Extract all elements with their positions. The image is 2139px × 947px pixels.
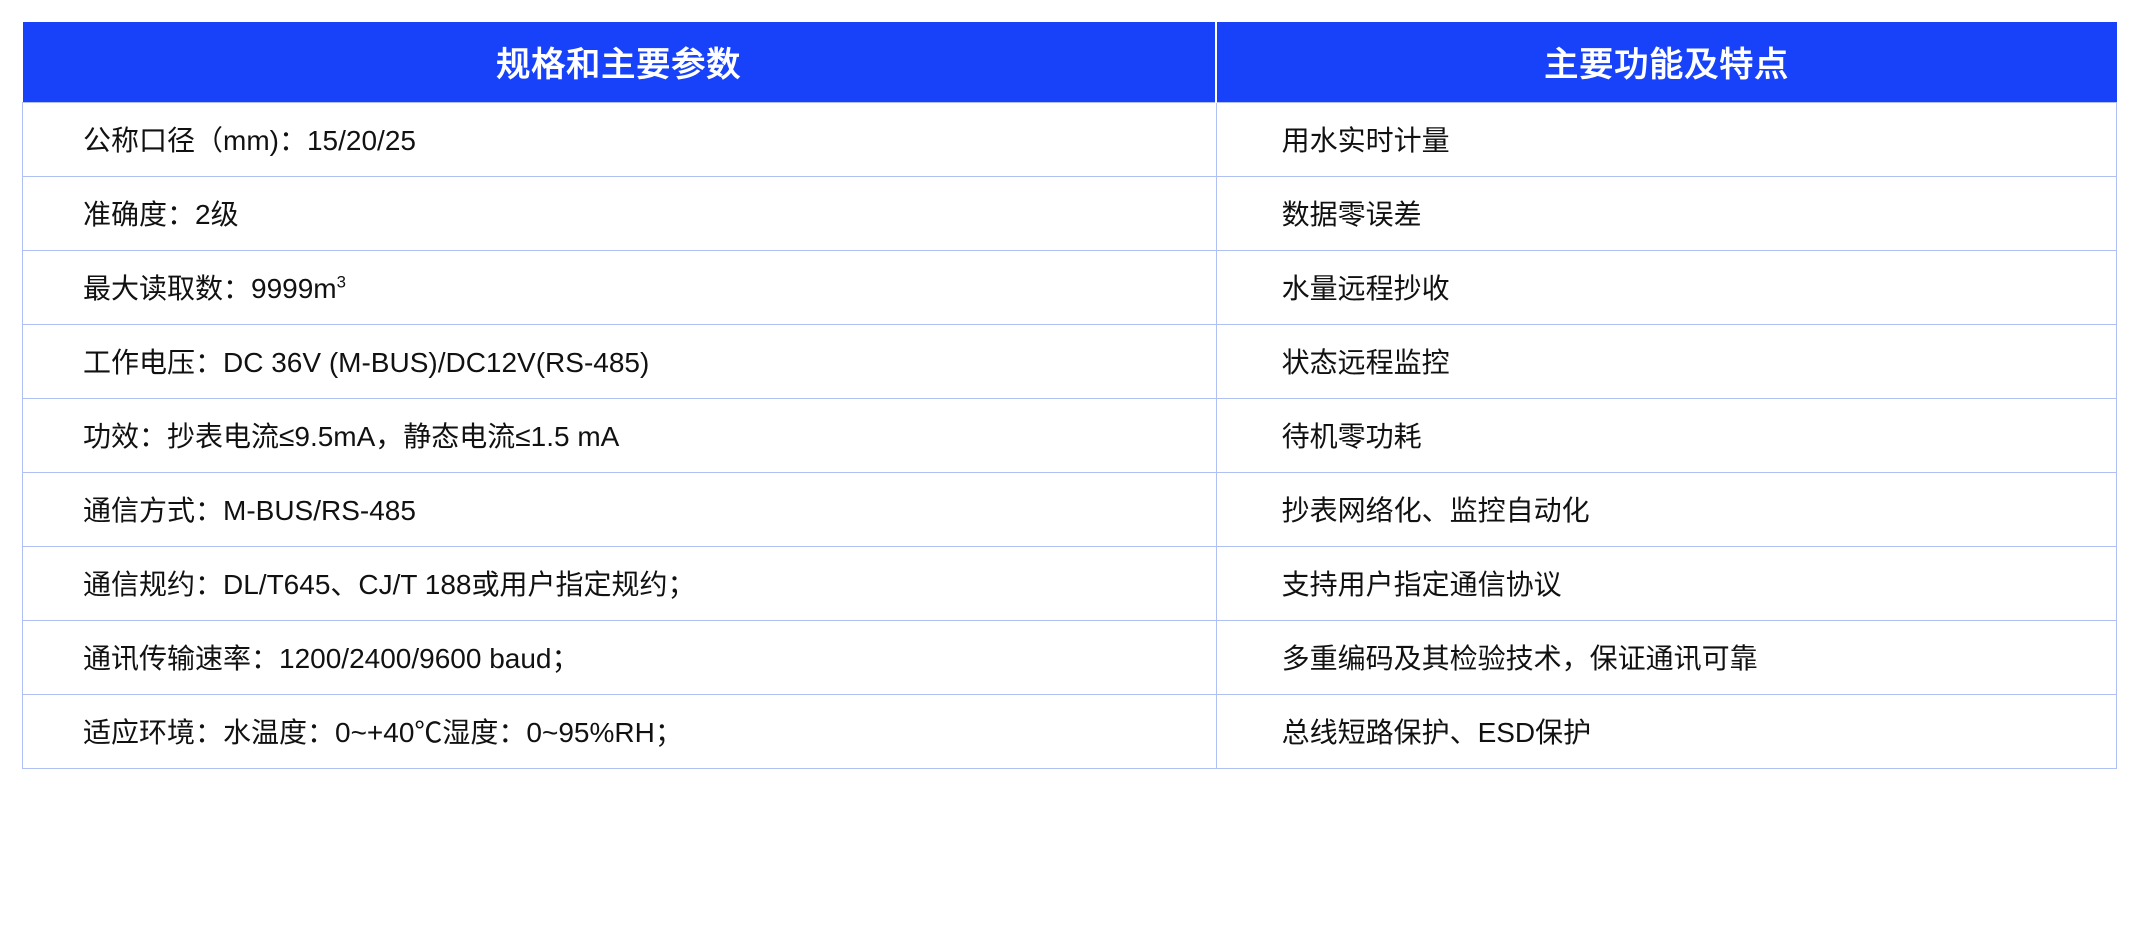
table-row: 准确度：2级 数据零误差 bbox=[23, 176, 2117, 250]
col-header-features: 主要功能及特点 bbox=[1216, 22, 2116, 102]
cell-features: 抄表网络化、监控自动化 bbox=[1216, 472, 2116, 546]
col-header-specs: 规格和主要参数 bbox=[23, 22, 1217, 102]
cell-specs: 准确度：2级 bbox=[23, 176, 1217, 250]
cell-specs: 通讯传输速率：1200/2400/9600 baud； bbox=[23, 620, 1217, 694]
cell-features: 支持用户指定通信协议 bbox=[1216, 546, 2116, 620]
cell-specs: 工作电压：DC 36V (M-BUS)/DC12V(RS-485) bbox=[23, 324, 1217, 398]
table-row: 通信规约：DL/T645、CJ/T 188或用户指定规约； 支持用户指定通信协议 bbox=[23, 546, 2117, 620]
cell-features: 用水实时计量 bbox=[1216, 102, 2116, 176]
table-row: 适应环境：水温度：0~+40℃湿度：0~95%RH； 总线短路保护、ESD保护 bbox=[23, 694, 2117, 768]
table-row: 通信方式：M-BUS/RS-485 抄表网络化、监控自动化 bbox=[23, 472, 2117, 546]
cell-specs: 适应环境：水温度：0~+40℃湿度：0~95%RH； bbox=[23, 694, 1217, 768]
cell-specs: 通信规约：DL/T645、CJ/T 188或用户指定规约； bbox=[23, 546, 1217, 620]
table-row: 工作电压：DC 36V (M-BUS)/DC12V(RS-485) 状态远程监控 bbox=[23, 324, 2117, 398]
cell-features: 数据零误差 bbox=[1216, 176, 2116, 250]
table-row: 通讯传输速率：1200/2400/9600 baud； 多重编码及其检验技术，保… bbox=[23, 620, 2117, 694]
cell-features: 总线短路保护、ESD保护 bbox=[1216, 694, 2116, 768]
cell-specs: 公称口径（mm)：15/20/25 bbox=[23, 102, 1217, 176]
cell-specs: 最大读取数：9999m3 bbox=[23, 250, 1217, 324]
cell-specs: 通信方式：M-BUS/RS-485 bbox=[23, 472, 1217, 546]
table-row: 功效：抄表电流≤9.5mA，静态电流≤1.5 mA 待机零功耗 bbox=[23, 398, 2117, 472]
cell-features: 状态远程监控 bbox=[1216, 324, 2116, 398]
specs-table-container: 规格和主要参数 主要功能及特点 公称口径（mm)：15/20/25 用水实时计量… bbox=[22, 22, 2117, 769]
cell-features: 水量远程抄收 bbox=[1216, 250, 2116, 324]
cell-features: 多重编码及其检验技术，保证通讯可靠 bbox=[1216, 620, 2116, 694]
cell-features: 待机零功耗 bbox=[1216, 398, 2116, 472]
table-header-row: 规格和主要参数 主要功能及特点 bbox=[23, 22, 2117, 102]
table-row: 公称口径（mm)：15/20/25 用水实时计量 bbox=[23, 102, 2117, 176]
table-row: 最大读取数：9999m3 水量远程抄收 bbox=[23, 250, 2117, 324]
specs-table: 规格和主要参数 主要功能及特点 公称口径（mm)：15/20/25 用水实时计量… bbox=[22, 22, 2117, 769]
cell-specs: 功效：抄表电流≤9.5mA，静态电流≤1.5 mA bbox=[23, 398, 1217, 472]
